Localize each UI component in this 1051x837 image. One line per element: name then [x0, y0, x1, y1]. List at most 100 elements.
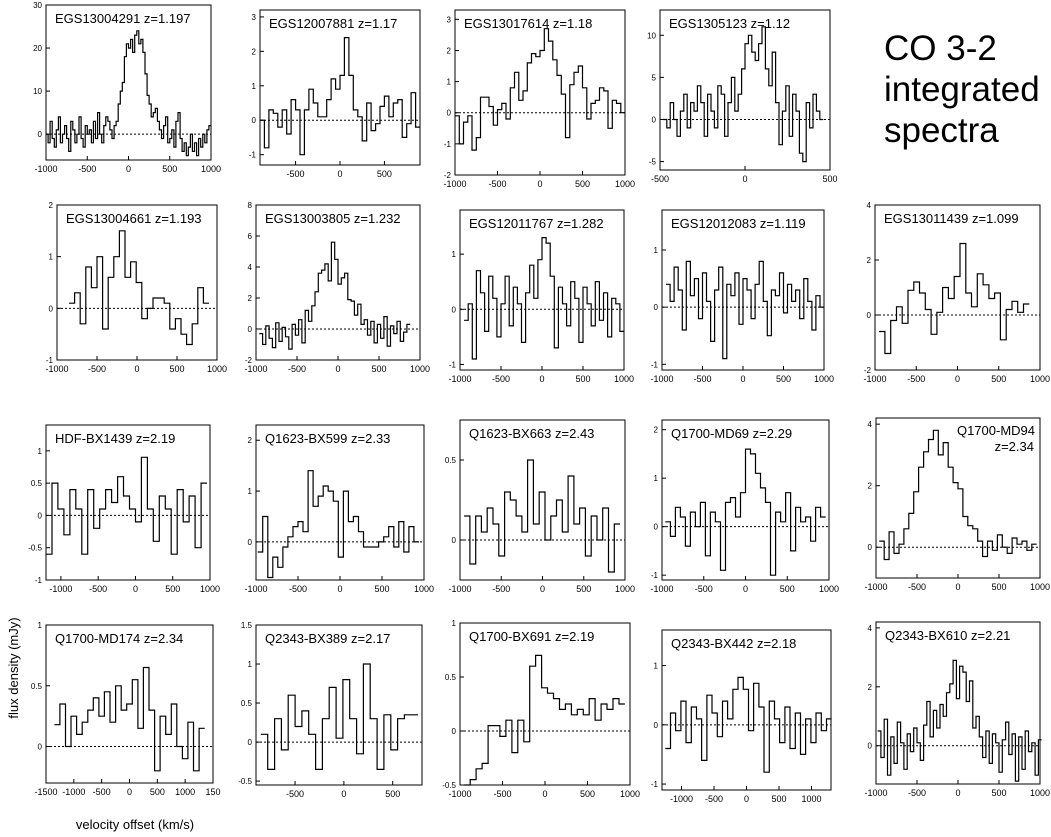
x-tick-label: -500	[78, 164, 96, 174]
x-tick-label: 0	[126, 164, 131, 174]
y-tick-label: 0.5	[445, 456, 457, 465]
x-tick-label: 1000	[615, 179, 635, 189]
spectrum-series	[69, 230, 209, 346]
y-tick-label: -1	[249, 151, 257, 160]
x-tick-label: -500	[289, 584, 307, 594]
y-tick-label: 0	[868, 742, 873, 751]
x-tick-label: 1000	[201, 164, 221, 174]
x-tick-label: -1000	[45, 364, 68, 374]
x-tick-label: 0	[540, 584, 545, 594]
spectrum-series	[455, 28, 625, 151]
y-tick-label: -1	[449, 360, 457, 369]
y-tick-label: 2	[868, 683, 873, 692]
x-tick-label: 500	[771, 794, 786, 804]
panel-title: Q1700-MD69 z=2.29	[671, 426, 792, 441]
y-tick-label: 0	[654, 303, 659, 312]
x-tick-label: 1000	[801, 794, 821, 804]
y-tick-label: 3	[252, 13, 257, 22]
y-tick-label: 0	[248, 325, 253, 334]
x-tick-label: -1000	[448, 584, 471, 594]
x-tick-label: -1000	[864, 788, 887, 798]
x-tick-label: 1000	[814, 374, 834, 384]
y-tick-label: -1	[651, 571, 659, 580]
x-tick-label: 500	[575, 179, 590, 189]
figure-title-line-1: CO 3-2	[884, 29, 997, 68]
x-tick-label: -1000	[448, 789, 471, 799]
panel-frame	[661, 419, 830, 581]
y-tick-label: 1	[49, 253, 54, 262]
x-tick-label: 500	[165, 584, 180, 594]
panel-frame	[45, 424, 211, 581]
y-tick-label: 30	[33, 1, 42, 10]
y-tick-label: 2	[868, 482, 873, 491]
spectrum-panel-2: -500 0 500 -1 0 1 2 3 EGS12007881 z=1.17	[249, 9, 421, 179]
y-tick-label: 2	[867, 256, 872, 265]
y-tick-label: 1	[654, 474, 659, 483]
y-tick-label: 10	[647, 31, 656, 40]
panel-title: Q2343-BX442 z=2.18	[671, 636, 796, 651]
x-tick-label: 1000	[414, 584, 434, 594]
panel-title: EGS12007881 z=1.17	[269, 16, 397, 31]
spectrum-series	[464, 459, 620, 573]
y-tick-label: 0	[654, 523, 659, 532]
spectrum-panel-6: -1000 -500 0 500 1000 -2 0 2 4 6 8 EGS13003805 z=1.…	[244, 201, 430, 374]
spectrum-series	[46, 456, 207, 555]
spectrum-panel-10: -1000 -500 0 500 1000 -1 -0.5 0 0.5 1 HDF-BX1439 z…	[28, 424, 220, 594]
x-tick-label: -500	[93, 787, 111, 797]
y-tick-label: -2	[245, 356, 253, 365]
x-tick-label: 1000	[819, 584, 839, 594]
spectrum-series	[464, 654, 625, 786]
x-tick-label: 0	[537, 179, 542, 189]
panel-title: Q1623-BX663 z=2.43	[469, 426, 594, 441]
x-tick-label: 0	[743, 584, 748, 594]
x-tick-label: -500	[693, 374, 711, 384]
y-tick-label: 1	[252, 82, 257, 91]
x-tick-label: 150	[205, 787, 220, 797]
y-tick-label: -1	[35, 576, 43, 585]
panel-title: Q1700-MD94	[957, 423, 1035, 438]
spectrum-panel-1: -1000 -500 0 500 1000 0 10 20 30 EGS13004291 z=1.…	[33, 1, 221, 174]
y-tick-label: 1	[452, 619, 457, 628]
x-tick-label: 500	[371, 364, 386, 374]
y-tick-label: 6	[248, 232, 253, 241]
x-tick-label: -1000	[650, 584, 673, 594]
x-tick-label: -1000	[650, 374, 673, 384]
y-tick-label: 1	[654, 662, 659, 671]
spectrum-panel-16: -500 0 500 -0.5 0 0.5 1 1.5 Q2343-BX389 z=2.17	[238, 621, 423, 799]
panel-title: Q2343-BX610 z=2.21	[885, 628, 1010, 643]
y-tick-label: -5	[649, 158, 657, 167]
y-tick-label: 20	[33, 44, 42, 53]
y-tick-label: 2	[654, 426, 659, 435]
x-tick-label: 500	[580, 789, 595, 799]
x-tick-label: 500	[150, 787, 165, 797]
y-tick-label: 1	[654, 246, 659, 255]
x-tick-label: -500	[286, 789, 304, 799]
y-tick-label: -0.5	[238, 777, 252, 786]
y-axis-label: flux density (mJy)	[6, 617, 21, 718]
spectrum-panel-13: -1000 -500 0 500 1000 -1 0 1 2 Q1700-MD69 z=2.29	[650, 419, 839, 594]
x-tick-label: -500	[908, 582, 926, 592]
y-tick-label: 0	[248, 538, 253, 547]
panel-title: EGS13011439 z=1.099	[884, 211, 1019, 226]
y-tick-label: 2	[49, 201, 54, 210]
panel-title: EGS1305123 z=1.12	[669, 16, 790, 31]
x-tick-label: 500	[991, 582, 1006, 592]
figure-title-line-3: spectra	[884, 111, 999, 150]
y-tick-label: 1	[248, 660, 253, 669]
y-tick-label: 1	[38, 621, 43, 630]
x-tick-label: -1000	[34, 164, 57, 174]
panel-frame	[459, 419, 626, 581]
y-tick-label: 0.5	[241, 699, 253, 708]
x-tick-label: -1000	[62, 787, 85, 797]
spectrum-series	[259, 241, 411, 350]
panel-title: Q2343-BX389 z=2.17	[265, 631, 390, 646]
spectrum-panel-8: -1000 -500 0 500 1000 -1 0 1 EGS12012083 z=1.119	[650, 209, 834, 384]
x-tick-label: -500	[88, 364, 106, 374]
x-tick-label: 0	[955, 582, 960, 592]
y-tick-label: -2	[864, 366, 872, 375]
x-tick-label: -500	[89, 584, 107, 594]
x-tick-label: 1000	[1030, 582, 1050, 592]
panel-title: Q1700-MD174 z=2.34	[55, 631, 183, 646]
